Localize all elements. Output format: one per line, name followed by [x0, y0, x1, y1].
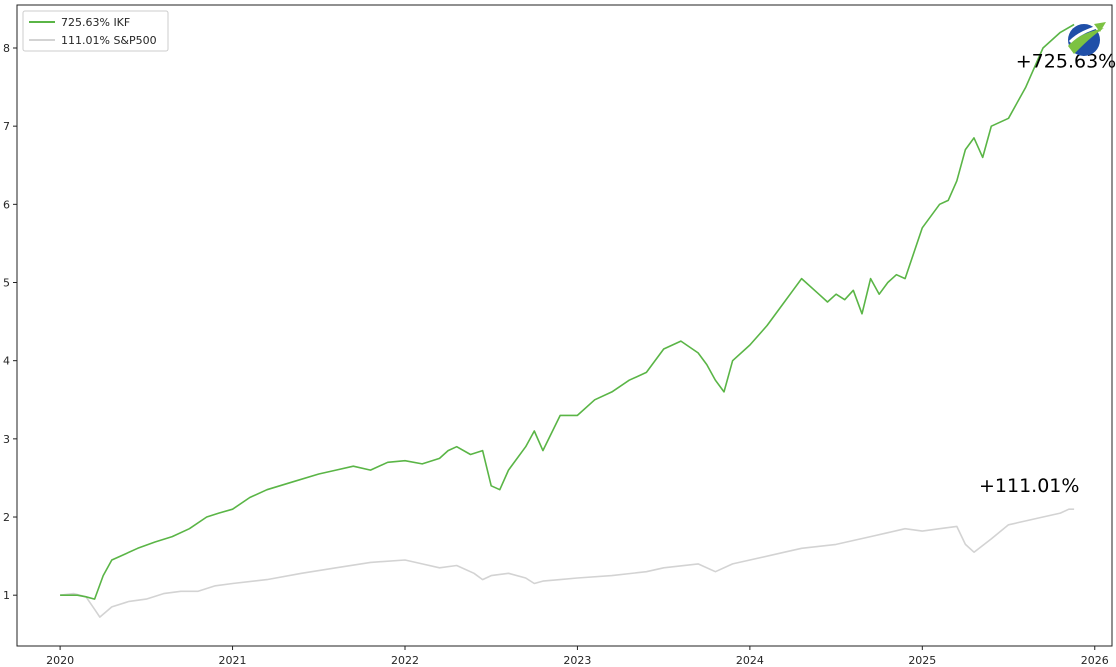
legend-box — [22, 10, 169, 52]
x-tick-label: 2022 — [391, 654, 419, 667]
y-tick-label: 7 — [3, 120, 10, 133]
series-group — [60, 23, 1075, 618]
x-tick-label: 2026 — [1081, 654, 1109, 667]
series-line-sp500 — [60, 508, 1075, 618]
x-tick-label: 2020 — [46, 654, 74, 667]
y-tick-label: 2 — [3, 511, 10, 524]
x-tick-label: 2023 — [563, 654, 591, 667]
y-tick-label: 1 — [3, 589, 10, 602]
y-tick-label: 4 — [3, 355, 10, 368]
x-tick-label: 2021 — [219, 654, 247, 667]
legend-label-sp500: 111.01% S&P500 — [61, 34, 157, 47]
series-line-ikf — [60, 23, 1075, 600]
legend-label-ikf: 725.63% IKF — [61, 16, 130, 29]
plot-frame — [16, 4, 1113, 647]
annotation-sp500-return: +111.01% — [979, 475, 1079, 497]
y-tick-label: 3 — [3, 433, 10, 446]
swoosh-globe-logo-icon — [1068, 22, 1106, 56]
legend: 725.63% IKF 111.01% S&P500 — [22, 10, 169, 52]
x-tick-label: 2024 — [736, 654, 764, 667]
y-tick-label: 6 — [3, 198, 10, 211]
x-axis: 2020 2021 2022 2023 2024 2025 2026 — [46, 646, 1109, 667]
y-axis: 1 2 3 4 5 6 7 8 — [3, 42, 17, 602]
x-tick-label: 2025 — [908, 654, 936, 667]
y-tick-label: 8 — [3, 42, 10, 55]
annotation-ikf-return: +725.63% — [1016, 51, 1116, 73]
y-tick-label: 5 — [3, 277, 10, 290]
